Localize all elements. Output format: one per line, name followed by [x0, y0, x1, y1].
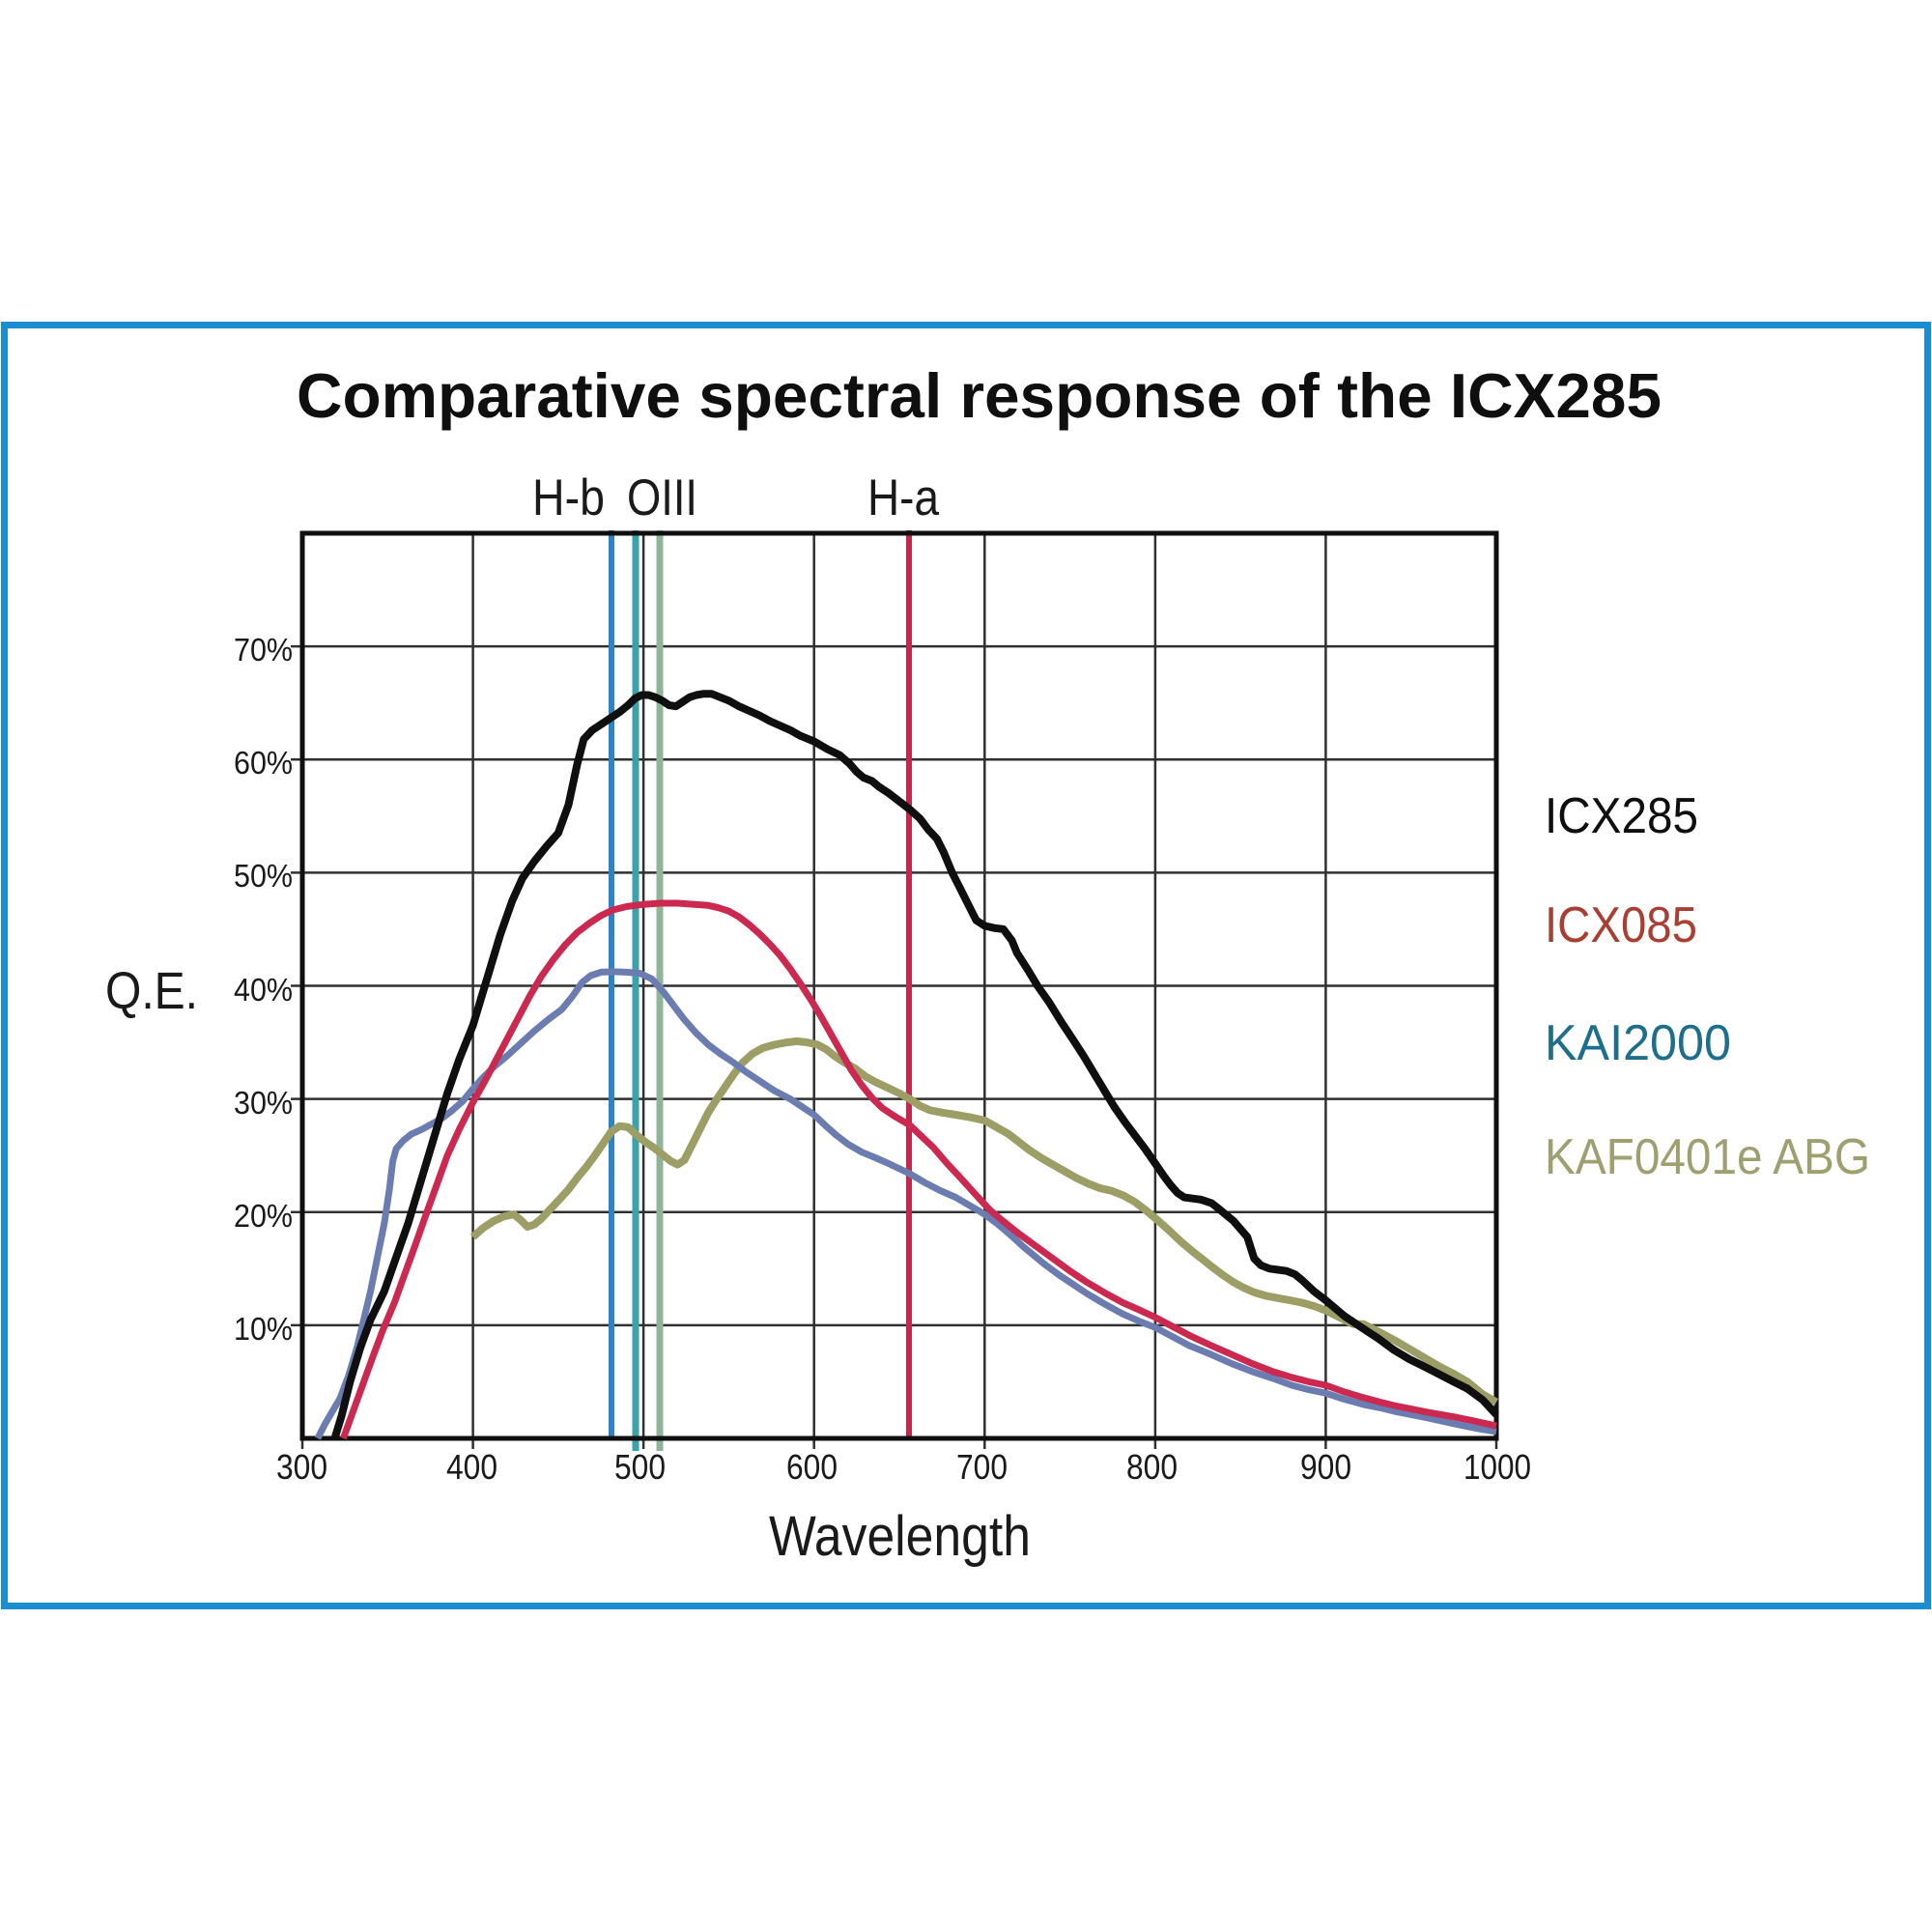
- svg-text:900: 900: [1300, 1447, 1351, 1487]
- svg-text:KAI2000: KAI2000: [1545, 1015, 1731, 1071]
- svg-text:500: 500: [614, 1447, 666, 1487]
- svg-text:20%: 20%: [234, 1198, 293, 1234]
- svg-text:KAF0401e ABG: KAF0401e ABG: [1545, 1129, 1870, 1185]
- svg-text:H-a: H-a: [867, 469, 939, 526]
- svg-text:700: 700: [956, 1447, 1008, 1487]
- svg-text:ICX085: ICX085: [1545, 897, 1697, 953]
- svg-text:Comparative spectral response: Comparative spectral response of the ICX…: [297, 360, 1662, 431]
- svg-text:Q.E.: Q.E.: [105, 962, 198, 1020]
- svg-text:1000: 1000: [1463, 1447, 1531, 1487]
- svg-text:60%: 60%: [234, 745, 293, 781]
- svg-text:30%: 30%: [234, 1085, 293, 1121]
- svg-text:70%: 70%: [234, 632, 293, 668]
- svg-text:10%: 10%: [234, 1311, 293, 1347]
- svg-text:40%: 40%: [234, 972, 293, 1008]
- svg-text:400: 400: [446, 1447, 497, 1487]
- svg-text:600: 600: [786, 1447, 838, 1487]
- svg-text:ICX285: ICX285: [1545, 788, 1698, 844]
- svg-text:H-b: H-b: [532, 469, 605, 526]
- svg-text:OIII: OIII: [627, 469, 697, 526]
- svg-text:800: 800: [1126, 1447, 1178, 1487]
- svg-text:Wavelength: Wavelength: [769, 1505, 1031, 1568]
- svg-text:50%: 50%: [234, 858, 293, 894]
- svg-text:300: 300: [276, 1447, 327, 1487]
